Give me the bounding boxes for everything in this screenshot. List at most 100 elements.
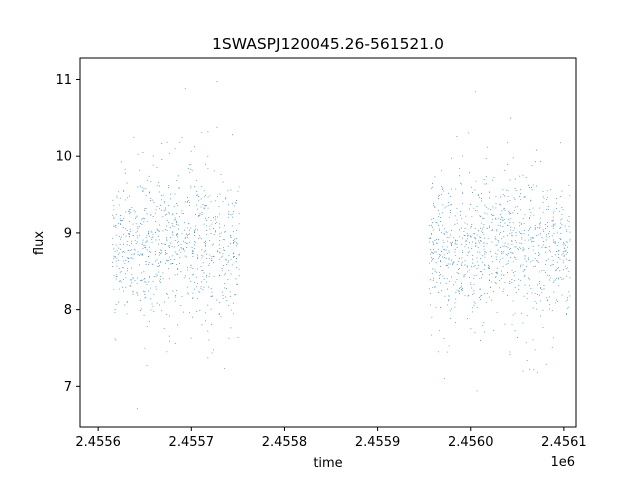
data-point: [224, 283, 225, 285]
data-point: [156, 302, 158, 304]
data-point: [475, 210, 477, 211]
data-point: [194, 228, 196, 230]
data-point: [144, 245, 146, 246]
data-point: [120, 271, 122, 272]
data-point: [553, 212, 554, 214]
data-point: [537, 294, 538, 295]
data-point: [166, 293, 168, 295]
data-point: [131, 257, 133, 259]
data-point: [539, 281, 541, 282]
y-tick-label: 11: [55, 73, 72, 88]
data-point: [230, 309, 232, 311]
data-point: [236, 258, 238, 259]
data-point: [158, 266, 159, 267]
data-point: [118, 236, 120, 238]
data-point: [125, 172, 127, 174]
data-point: [509, 211, 511, 213]
data-point: [444, 295, 446, 297]
data-point: [471, 216, 473, 218]
data-point: [147, 232, 149, 234]
data-point: [458, 257, 460, 259]
data-point: [146, 213, 148, 215]
data-point: [435, 306, 437, 308]
data-point: [169, 152, 170, 154]
data-point: [519, 231, 521, 233]
data-point: [155, 273, 157, 275]
data-point: [179, 256, 181, 258]
data-point: [206, 205, 207, 206]
data-point: [466, 232, 468, 234]
data-point: [202, 275, 204, 277]
data-point: [446, 288, 448, 290]
data-point: [150, 287, 152, 289]
data-point: [485, 301, 487, 303]
data-point: [219, 193, 221, 195]
data-point: [565, 275, 567, 277]
data-point: [495, 244, 497, 246]
data-point: [457, 290, 459, 292]
data-point: [470, 236, 472, 238]
data-point: [146, 220, 148, 222]
data-point: [230, 327, 232, 329]
data-point: [554, 269, 556, 271]
data-point: [492, 206, 494, 208]
data-point: [207, 168, 209, 170]
data-point: [461, 203, 463, 205]
data-point: [500, 222, 501, 223]
data-point: [161, 195, 163, 197]
data-point: [179, 249, 180, 251]
data-point: [457, 268, 459, 270]
data-point: [145, 188, 147, 190]
data-point: [163, 301, 165, 303]
data-point: [201, 324, 203, 326]
data-point: [198, 215, 200, 217]
data-point: [524, 258, 526, 260]
data-point: [192, 297, 194, 299]
data-point: [449, 196, 451, 197]
data-point: [440, 254, 441, 256]
data-point: [455, 298, 457, 300]
data-point: [174, 251, 176, 253]
data-point: [485, 183, 487, 185]
data-point: [116, 276, 118, 277]
data-point: [189, 201, 191, 203]
data-point: [151, 231, 153, 233]
data-point: [193, 146, 195, 148]
data-point: [224, 367, 226, 369]
data-point: [198, 196, 200, 197]
data-point: [497, 249, 499, 251]
data-point: [228, 216, 230, 218]
data-point: [218, 213, 220, 215]
data-point: [482, 228, 484, 230]
data-point: [152, 236, 154, 238]
data-point: [166, 259, 168, 261]
data-point: [500, 232, 501, 234]
data-point: [141, 272, 143, 274]
data-point: [517, 337, 519, 338]
data-point: [190, 168, 192, 170]
data-point: [522, 250, 524, 252]
data-point: [137, 153, 139, 155]
data-point: [150, 181, 152, 183]
data-point: [483, 218, 485, 219]
data-point: [504, 222, 506, 224]
data-point: [477, 264, 479, 266]
data-point: [432, 222, 433, 224]
data-point: [463, 276, 465, 278]
data-point: [209, 239, 211, 241]
data-point: [501, 216, 503, 218]
data-point: [205, 240, 206, 242]
data-point: [459, 236, 461, 238]
data-point: [116, 257, 118, 259]
data-point: [533, 369, 535, 371]
data-point: [507, 210, 509, 212]
data-point: [193, 244, 195, 246]
data-point: [474, 275, 476, 277]
data-point: [222, 253, 224, 255]
data-point: [524, 255, 526, 257]
data-point: [112, 265, 114, 267]
data-point: [552, 337, 554, 339]
data-point: [120, 236, 122, 238]
data-point: [483, 224, 485, 226]
data-point: [115, 260, 117, 262]
